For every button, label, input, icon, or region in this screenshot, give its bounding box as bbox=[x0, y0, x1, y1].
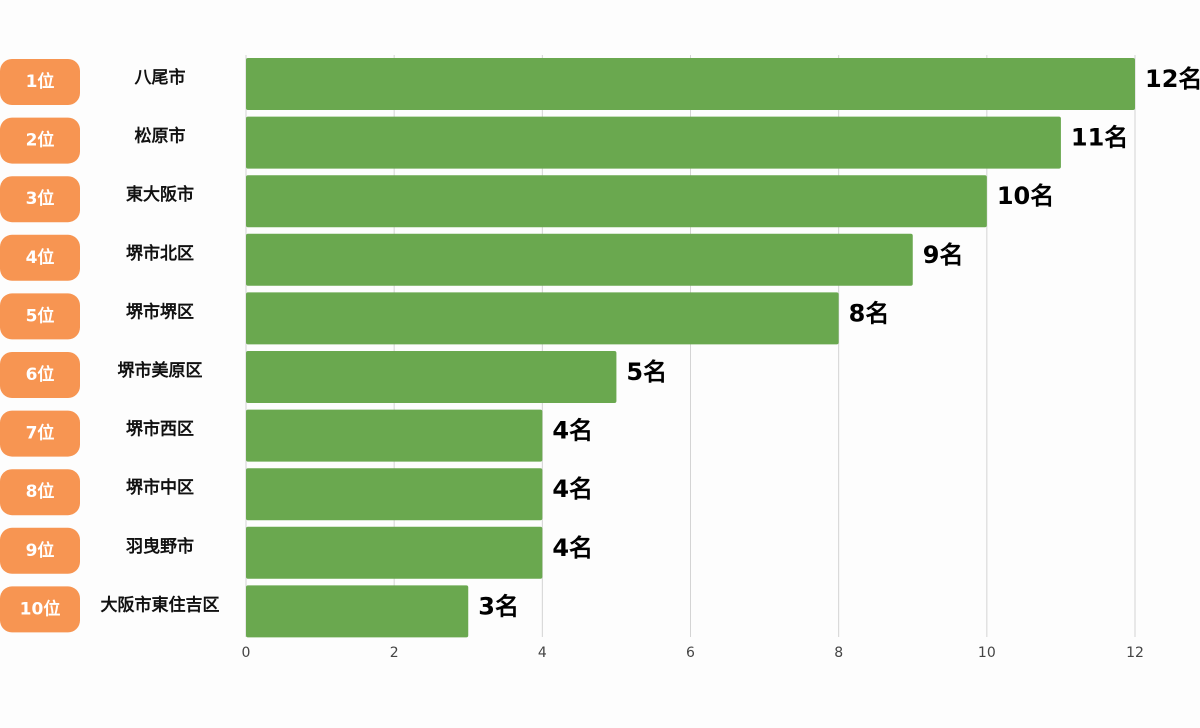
bar bbox=[246, 292, 839, 345]
x-tick-label: 10 bbox=[978, 645, 996, 661]
rank-label: 2位 bbox=[26, 130, 55, 151]
x-tick-label: 4 bbox=[538, 645, 547, 661]
rank-label: 10位 bbox=[20, 598, 61, 619]
bar bbox=[246, 351, 617, 403]
value-label: 4名 bbox=[552, 534, 593, 562]
x-tick-label: 12 bbox=[1126, 645, 1144, 661]
value-label: 11名 bbox=[1071, 124, 1128, 152]
y-tick-label: 羽曳野市 bbox=[126, 536, 194, 557]
bar bbox=[246, 233, 913, 286]
rank-label: 1位 bbox=[26, 71, 55, 92]
x-tick-label: 2 bbox=[390, 645, 399, 661]
rank-label: 4位 bbox=[26, 247, 55, 268]
rank-badge bbox=[0, 234, 80, 281]
x-tick-label: 8 bbox=[834, 645, 843, 661]
value-label: 8名 bbox=[849, 299, 890, 327]
y-tick-label: 堺市美原区 bbox=[118, 360, 203, 381]
bar bbox=[246, 468, 543, 521]
rank-badge bbox=[0, 410, 80, 457]
y-tick-label: 堺市北区 bbox=[126, 243, 194, 264]
y-tick-label: 堺市中区 bbox=[126, 477, 194, 498]
x-tick-label: 6 bbox=[686, 645, 695, 661]
rank-badge bbox=[0, 586, 80, 633]
y-tick-label: 堺市堺区 bbox=[126, 301, 194, 322]
y-tick-label: 堺市西区 bbox=[126, 419, 194, 440]
rank-label: 8位 bbox=[26, 481, 55, 502]
rank-label: 9位 bbox=[26, 540, 55, 561]
bar bbox=[246, 175, 987, 228]
rank-badge bbox=[0, 293, 80, 340]
rank-badge bbox=[0, 469, 80, 516]
value-label: 4名 bbox=[552, 417, 593, 445]
rank-badge bbox=[0, 59, 80, 105]
bar bbox=[246, 585, 469, 638]
value-label: 5名 bbox=[626, 358, 667, 386]
value-label: 3名 bbox=[478, 592, 519, 620]
rank-label: 7位 bbox=[26, 423, 55, 444]
rank-badge bbox=[0, 176, 80, 223]
bar bbox=[246, 58, 1135, 110]
value-label: 12名 bbox=[1145, 65, 1200, 93]
y-tick-label: 大阪市東住吉区 bbox=[101, 594, 220, 615]
y-tick-label: 松原市 bbox=[135, 126, 186, 147]
bar bbox=[246, 116, 1061, 169]
value-label: 10名 bbox=[997, 182, 1054, 210]
bar bbox=[246, 526, 543, 579]
x-tick-label: 0 bbox=[242, 645, 251, 661]
bar bbox=[246, 409, 543, 462]
value-label: 9名 bbox=[923, 241, 964, 269]
rank-label: 3位 bbox=[26, 188, 55, 209]
rank-badge bbox=[0, 352, 80, 398]
rank-badge bbox=[0, 117, 80, 164]
rank-label: 6位 bbox=[26, 364, 55, 385]
rank-badge bbox=[0, 527, 80, 574]
value-label: 4名 bbox=[552, 475, 593, 503]
y-tick-label: 八尾市 bbox=[135, 67, 186, 88]
rank-label: 5位 bbox=[26, 305, 55, 326]
y-tick-label: 東大阪市 bbox=[126, 184, 194, 205]
